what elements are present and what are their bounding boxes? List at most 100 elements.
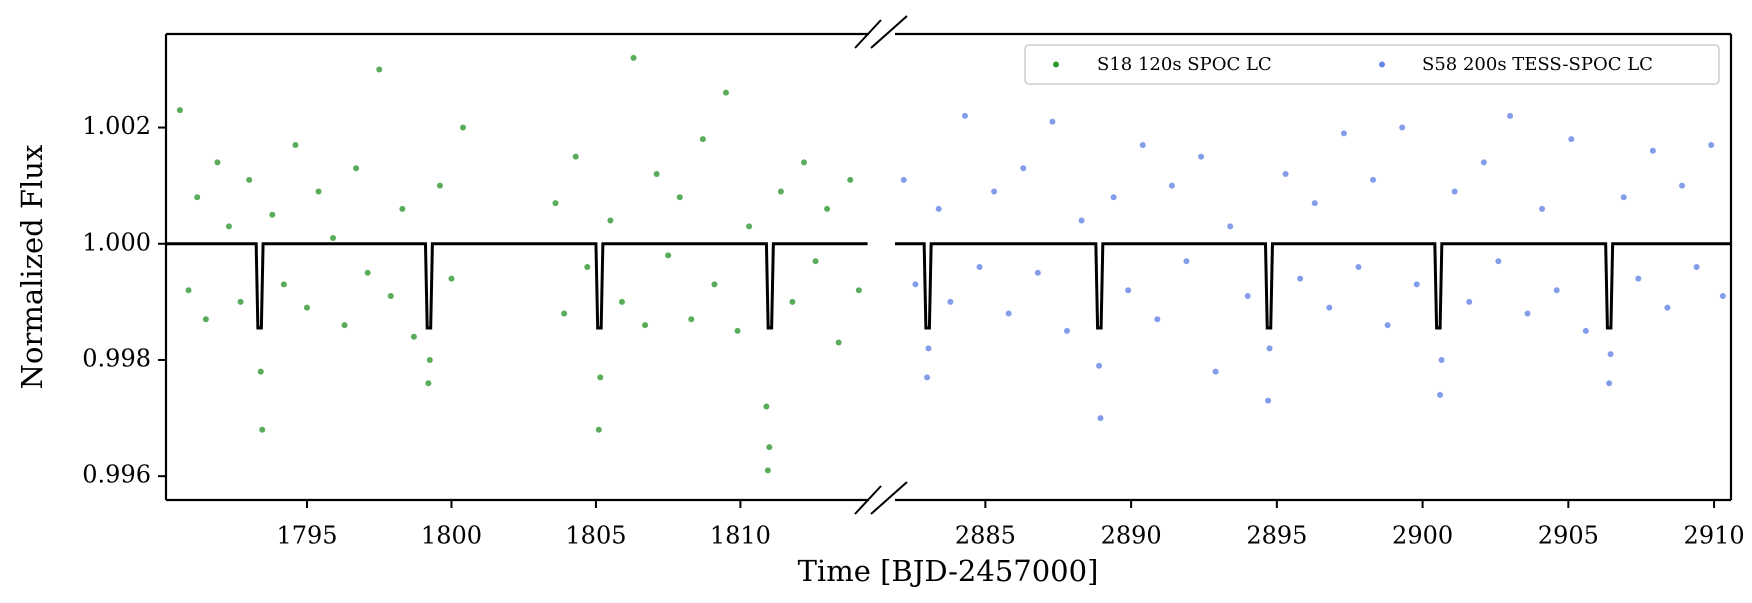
data-point (387, 293, 394, 300)
model-line (895, 242, 1731, 330)
data-point (1227, 223, 1234, 230)
data-point (584, 264, 591, 270)
data-point (1326, 304, 1333, 311)
legend-label: S58 200s TESS-SPOC LC (1422, 54, 1653, 75)
data-point (1034, 269, 1041, 276)
data-point (426, 356, 433, 363)
y-tick-label: 0.998 (82, 344, 151, 372)
legend-label: S18 120s SPOC LC (1097, 54, 1272, 75)
data-point (925, 345, 932, 352)
data-point (194, 194, 201, 201)
axes-frame (158, 15, 1733, 515)
data-point (561, 310, 568, 317)
data-point (304, 304, 311, 311)
data-point (642, 322, 649, 329)
data-point (699, 136, 706, 143)
data-point (1355, 264, 1362, 270)
data-point (1078, 217, 1085, 224)
x-tick-label: 2895 (1246, 522, 1307, 550)
data-point (425, 380, 432, 387)
data-point (1693, 264, 1700, 270)
scatter-series (176, 54, 862, 474)
data-point (912, 281, 919, 288)
data-point (436, 182, 443, 189)
axis-break (854, 485, 882, 515)
data-point (1097, 415, 1104, 422)
data-point (292, 141, 299, 148)
legend-marker (1379, 61, 1385, 68)
scatter-series (900, 112, 1726, 422)
x-tick-label: 1795 (276, 522, 337, 550)
legend: S18 120s SPOC LC S58 200s TESS-SPOC LC (1024, 44, 1720, 85)
x-tick-label: 1805 (565, 522, 626, 550)
data-point (722, 89, 729, 96)
data-point (935, 205, 942, 212)
data-point (1466, 298, 1473, 305)
data-point (746, 223, 753, 230)
data-point (595, 426, 602, 433)
x-tick-label: 2905 (1538, 522, 1599, 550)
data-point (1399, 124, 1406, 131)
data-point (1370, 176, 1377, 183)
data-point (552, 200, 559, 207)
data-point (202, 316, 209, 323)
data-point (653, 171, 660, 178)
data-point (665, 252, 672, 259)
data-point (835, 339, 842, 346)
x-tick-label: 2885 (955, 522, 1016, 550)
data-point (1649, 147, 1656, 154)
data-point (924, 374, 931, 381)
data-point (1311, 200, 1318, 207)
data-point (176, 107, 183, 114)
data-point (1340, 130, 1347, 137)
data-point (572, 153, 579, 160)
legend-frame (1024, 44, 1720, 85)
data-point (1568, 136, 1575, 143)
data-point (1620, 194, 1627, 201)
data-point (777, 188, 784, 195)
data-point (711, 281, 718, 288)
data-point (1524, 310, 1531, 317)
axis-break (854, 19, 882, 49)
data-point (976, 264, 983, 270)
data-point (259, 426, 266, 433)
data-point (257, 368, 264, 375)
data-point (185, 287, 192, 294)
data-point (280, 281, 287, 288)
x-tick-label: 1810 (710, 522, 771, 550)
data-point (1384, 322, 1391, 329)
data-point (766, 444, 773, 451)
data-point (847, 176, 854, 183)
data-point (225, 223, 232, 230)
data-point (214, 159, 221, 166)
data-point (855, 287, 862, 294)
data-point (1265, 397, 1272, 404)
data-point (764, 467, 771, 474)
data-point (1212, 368, 1219, 375)
data-point (618, 298, 625, 305)
data-point (947, 298, 954, 305)
data-point (800, 159, 807, 166)
data-point (734, 327, 741, 334)
legend-marker (1053, 61, 1059, 68)
x-axis-label: Time [BJD-2457000] (798, 554, 1099, 588)
model-line (166, 242, 868, 330)
data-point (1154, 316, 1161, 323)
data-point (597, 374, 604, 381)
y-tick-label: 1.002 (82, 112, 151, 140)
plot-area (166, 54, 1731, 474)
data-point (630, 54, 637, 61)
data-point (1168, 182, 1175, 189)
data-point (1020, 165, 1027, 172)
data-point (900, 176, 907, 183)
y-tick-label: 0.996 (82, 461, 151, 489)
data-point (1244, 293, 1251, 300)
data-point (1708, 141, 1715, 148)
data-point (1110, 194, 1117, 201)
data-point (1297, 275, 1304, 282)
data-point (448, 275, 455, 282)
data-point (1125, 287, 1132, 294)
data-point (1437, 391, 1444, 398)
data-point (1635, 275, 1642, 282)
